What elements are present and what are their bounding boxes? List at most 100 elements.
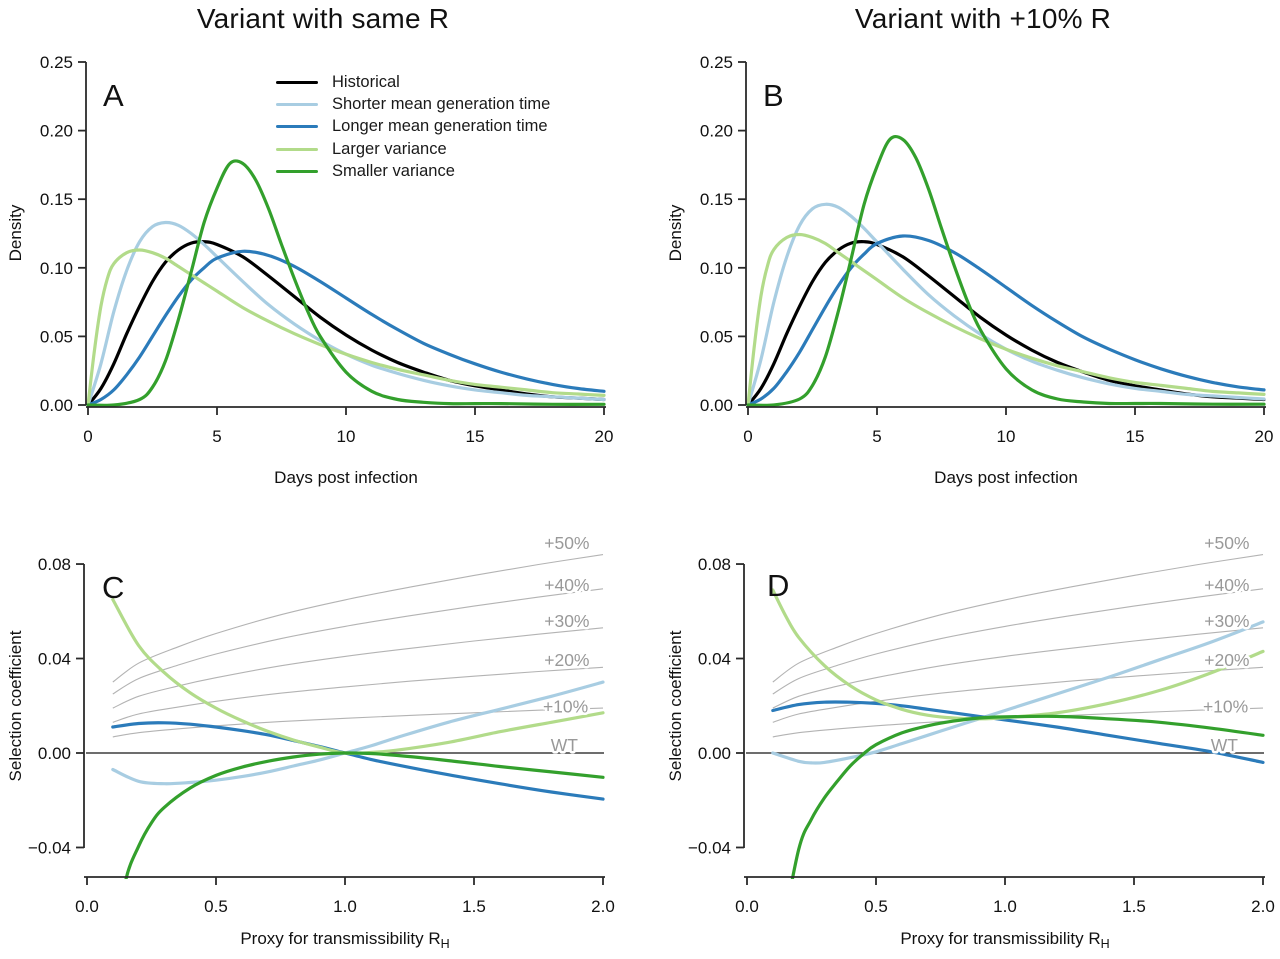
y-tick-label: 0.00 [38,744,71,763]
y-tick-label: 0.04 [698,650,731,669]
reference-curve-+40% [772,588,1264,695]
x-axis-label-proxy-right: Proxy for transmissibility RH [845,929,1165,951]
y-tick-label: 0.15 [40,190,73,209]
x-tick-label: 1.0 [333,897,357,916]
reference-curve-+30% [772,627,1264,709]
legend-item: Smaller variance [276,161,550,183]
series-curve-smaller_var [790,714,1265,879]
series-curve-shorter_gt [111,680,605,786]
series-curve-larger_var [771,588,1265,721]
reference-curve-+10% [112,707,604,738]
y-tick-label: 0.04 [38,650,71,669]
y-tick-label: −0.04 [28,838,71,857]
y-tick-label: 0.05 [40,327,73,346]
legend-item: Shorter mean generation time [276,93,550,115]
proxy-label-main: Proxy for transmissibility R [900,929,1101,948]
y-tick-label: 0.20 [40,122,73,141]
reference-curve-+20% [112,666,604,723]
y-tick-label: 0.10 [40,259,73,278]
left-column-title: Variant with same R [196,3,450,34]
x-tick-label: 1.5 [1122,897,1146,916]
x-axis-label-days-left: Days post infection [274,468,418,487]
reference-label-WT: WT [551,735,579,755]
x-tick-label: 0.5 [204,897,228,916]
proxy-label-subscript: H [1100,937,1110,951]
y-tick-label: 0.00 [698,744,731,763]
reference-label-+40%: +40% [544,575,589,595]
reference-label-+30%: +30% [1204,611,1249,631]
x-axis-label-proxy-left: Proxy for transmissibility RH [185,929,505,951]
legend-item-label: Larger variance [332,139,447,158]
y-tick-label: 0.00 [40,396,73,415]
legend-item: Larger variance [276,138,550,160]
reference-label-+50%: +50% [544,533,589,553]
series-curve-larger_var [111,597,605,755]
x-tick-label: 0 [83,427,92,446]
proxy-label-main: Proxy for transmissibility R [240,929,441,948]
series-curve-shorter_gt [746,202,1266,407]
series-curve-longer_gt [86,249,606,407]
x-tick-label: 20 [1255,427,1274,446]
proxy-label-subscript: H [440,937,450,951]
reference-label-+30%: +30% [544,611,589,631]
y-tick-label: 0.20 [700,122,733,141]
x-tick-label: 5 [872,427,881,446]
legend-item: Historical [276,71,550,93]
series-curve-shorter_gt [771,620,1265,765]
reference-curve-+40% [112,588,604,695]
x-tick-label: 10 [997,427,1016,446]
x-tick-label: 0.0 [75,897,99,916]
reference-curve-+50% [772,554,1264,683]
legend-line-swatch [276,103,318,107]
reference-curve-+50% [112,554,604,683]
panel-A-curves [86,159,606,407]
x-tick-label: 0 [743,427,752,446]
x-tick-label: 2.0 [1251,897,1275,916]
reference-label-+40%: +40% [1204,575,1249,595]
y-tick-label: −0.04 [688,838,731,857]
reference-label-+50%: +50% [1204,533,1249,553]
y-tick-label: 0.05 [700,327,733,346]
x-tick-label: 2.0 [591,897,615,916]
panel-C-curves [86,554,605,879]
series-curve-smaller_var [124,751,605,879]
y-tick-label: 0.10 [700,259,733,278]
legend-item: Longer mean generation time [276,116,550,138]
legend-line-swatch [276,125,318,129]
x-tick-label: 20 [595,427,614,446]
y-tick-label: 0.25 [40,53,73,72]
reference-curve-+20% [772,666,1264,723]
panel-B-curves [746,134,1266,408]
series-curve-longer_gt [746,234,1266,407]
reference-label-+20%: +20% [1204,650,1249,670]
series-curve-longer_gt [771,700,1265,764]
x-axis-label-days-right: Days post infection [934,468,1078,487]
right-column-title: Variant with +10% R [854,3,1112,34]
series-curve-smaller_var [746,134,1266,408]
legend-line-swatch [276,147,318,151]
x-tick-label: 0.5 [864,897,888,916]
series-curve-larger_var [86,248,606,407]
panel-letter-B: B [763,78,784,113]
panel-D-curves [746,554,1265,879]
legend-item-label: Shorter mean generation time [332,95,551,114]
x-tick-label: 15 [1126,427,1145,446]
legend-line-swatch [276,170,318,174]
legend-item-label: Smaller variance [332,162,455,181]
series-curve-smaller_var [86,159,606,407]
series-curve-longer_gt [111,721,605,801]
y-tick-label: 0.00 [700,396,733,415]
series-curve-historical [86,240,606,407]
x-tick-label: 10 [337,427,356,446]
reference-curve-+30% [112,627,604,709]
reference-label-+10%: +10% [1203,697,1248,717]
y-tick-label: 0.08 [698,555,731,574]
x-tick-label: 1.0 [993,897,1017,916]
x-tick-label: 1.5 [462,897,486,916]
x-tick-label: 0.0 [735,897,759,916]
reference-label-WT: WT [1211,735,1239,755]
y-tick-label: 0.15 [700,190,733,209]
x-tick-label: 5 [212,427,221,446]
panel-letter-C: C [102,570,124,605]
